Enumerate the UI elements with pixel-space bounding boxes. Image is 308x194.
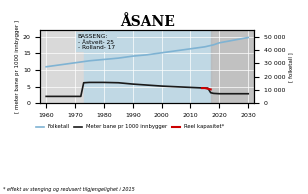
Text: * effekt av stenging og redusert tilgjengelighet i 2015: * effekt av stenging og redusert tilgjen… (3, 187, 135, 192)
Text: BASSENG:
- Åstveit- 25
- Rolland- 17: BASSENG: - Åstveit- 25 - Rolland- 17 (78, 34, 115, 50)
Legend: Folketall, Meter bane pr 1000 innbygger, Reel kapasitet*: Folketall, Meter bane pr 1000 innbygger,… (34, 122, 226, 132)
Bar (84, 30, 211, 103)
Y-axis label: [ meter bane pr 1000 innbygger ]: [ meter bane pr 1000 innbygger ] (15, 20, 20, 113)
Y-axis label: [ folketall ]: [ folketall ] (288, 52, 293, 82)
Bar (211, 30, 254, 103)
Title: ÅSANE: ÅSANE (120, 15, 175, 29)
